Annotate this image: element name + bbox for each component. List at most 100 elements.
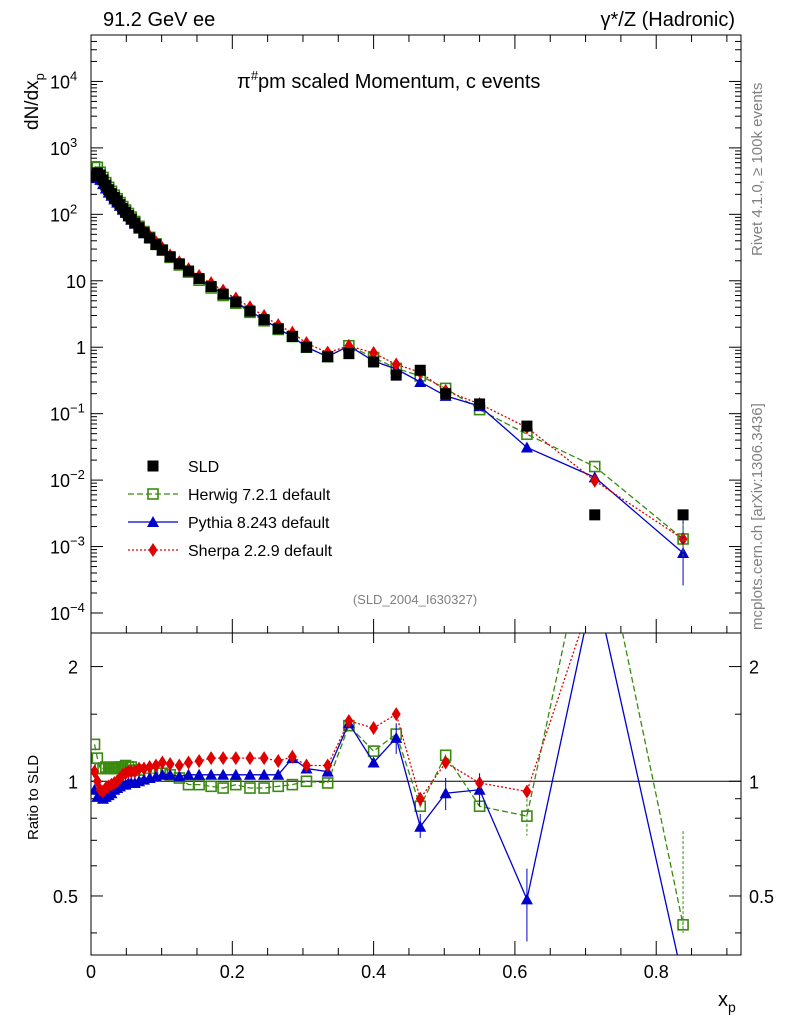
ratio-point	[272, 768, 285, 780]
ratio-point	[139, 761, 149, 776]
data-point	[474, 398, 486, 410]
ratio-point	[193, 768, 206, 780]
ratio-point	[174, 758, 184, 773]
ratio-point	[522, 784, 532, 799]
data-point	[390, 369, 402, 381]
ratio-point	[205, 768, 218, 780]
data-point	[156, 244, 168, 256]
legend-entry-sld: SLD	[147, 459, 219, 476]
y-tick-label: 104	[50, 68, 77, 92]
data-point	[414, 364, 426, 376]
ratio-point	[300, 775, 313, 788]
ratio-point	[164, 768, 177, 780]
ratio-series-sherpa	[91, 633, 581, 806]
title-pi: π	[237, 71, 251, 93]
ratio-tick-label-left: 0.5	[53, 887, 78, 907]
main-y-ticks: 10−4 10−3 10−2 10−1 1 10 102 103 104	[50, 34, 741, 624]
ratio-tick-label-right: 1	[749, 772, 759, 792]
ratio-point	[145, 760, 155, 775]
ratio-point	[184, 755, 193, 770]
ratio-point	[367, 745, 380, 757]
ratio-point	[205, 780, 217, 793]
data-point	[244, 305, 256, 317]
ratio-point	[91, 764, 100, 779]
data-point	[300, 341, 312, 353]
ratio-y-axis-label: Ratio to SLD	[25, 755, 42, 840]
legend-label: SLD	[188, 459, 219, 476]
ratio-point	[287, 749, 297, 764]
ratio-series-herwig	[91, 633, 689, 931]
legend-entry-herwig: Herwig 7.2.1 default	[128, 487, 331, 504]
ratio-point	[206, 751, 216, 766]
ratio-series-group	[91, 633, 689, 955]
y-tick-label: 102	[50, 201, 77, 225]
y-tick-label: 10−4	[50, 600, 85, 624]
x-tick-label: 0	[86, 962, 96, 982]
ratio-point	[258, 782, 270, 794]
data-point	[343, 348, 355, 360]
ratio-point	[244, 782, 256, 794]
ratio-point	[231, 751, 241, 766]
y-tick-label: 10−3	[50, 534, 85, 558]
ratio-tick-label-left: 1	[68, 772, 78, 792]
ratio-point	[194, 754, 204, 769]
main-series-group	[91, 160, 690, 586]
ratio-point	[286, 778, 299, 791]
x-tick-label: 0.4	[361, 962, 386, 982]
x-ticks: 0 0.2 0.4 0.6 0.8	[86, 35, 728, 982]
x-tick-label: 0.6	[502, 962, 527, 982]
data-point	[414, 375, 427, 387]
legend-marker	[147, 488, 159, 500]
ratio-point	[218, 751, 228, 766]
data-point	[138, 227, 150, 239]
data-point	[589, 509, 601, 521]
ratio-point	[415, 791, 425, 806]
legend-marker	[148, 543, 158, 557]
ratio-point	[367, 756, 380, 768]
legend: SLD Herwig 7.2.1 default Pythia 8.243 defa…	[128, 459, 333, 560]
ratio-point	[156, 768, 169, 780]
data-point	[183, 265, 194, 277]
ratio-point	[323, 758, 333, 773]
y-tick-label: 103	[50, 135, 77, 159]
legend-entry-sherpa: Sherpa 2.2.9 default	[128, 543, 333, 560]
ratio-point	[391, 707, 401, 722]
data-point	[230, 296, 242, 308]
legend-marker	[147, 460, 159, 472]
ratio-point	[677, 919, 689, 931]
legend-label: Pythia 8.243 default	[188, 515, 330, 532]
y-tick-label: 10−2	[50, 467, 85, 491]
x-tick-label: 0.8	[644, 962, 669, 982]
ratio-point	[272, 780, 285, 793]
header-process: γ*/Z (Hadronic)	[601, 9, 735, 31]
rivet-version-label: Rivet 4.1.0, ≥ 100k events	[749, 83, 766, 256]
title-sup: #	[251, 68, 259, 83]
mcplots-label: mcplots.cern.ch [arXiv:1306.3436]	[749, 403, 766, 630]
data-point	[368, 356, 380, 368]
ratio-point	[134, 761, 144, 776]
header-energy: 91.2 GeV ee	[103, 9, 215, 31]
ratio-series-pythia	[91, 633, 679, 955]
data-point	[258, 314, 270, 326]
title-rest: pm scaled Momentum, c events	[258, 71, 540, 93]
data-point	[440, 388, 452, 400]
series-sld	[91, 167, 689, 521]
main-y-axis-label: dN/dxp	[22, 73, 47, 130]
ratio-point	[258, 768, 271, 780]
ratio-point	[344, 713, 354, 728]
x-tick-label: 0.2	[220, 962, 245, 982]
ratio-point	[245, 751, 255, 766]
main-plot-title: π#pm scaled Momentum, c events	[237, 68, 540, 93]
data-point	[144, 232, 156, 244]
data-point	[150, 239, 162, 251]
ratio-point	[259, 751, 269, 766]
ratio-line	[93, 633, 684, 925]
data-point	[217, 288, 229, 300]
ratio-point	[165, 757, 175, 772]
data-point	[677, 509, 689, 521]
ratio-point	[321, 777, 334, 789]
series-herwig	[91, 160, 689, 545]
x-axis-label: xp	[718, 989, 736, 1015]
ratio-point	[441, 755, 451, 770]
ratio-point	[173, 770, 186, 782]
